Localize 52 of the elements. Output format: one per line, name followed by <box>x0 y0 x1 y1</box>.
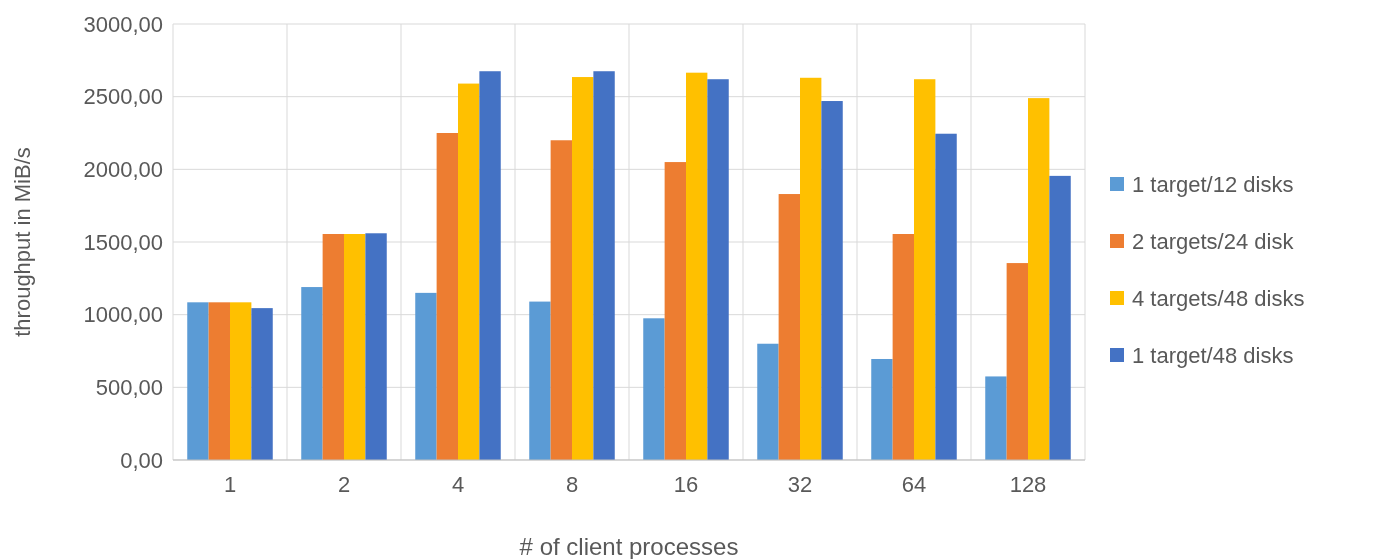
bar <box>344 234 366 460</box>
bar <box>985 376 1007 460</box>
x-tick-label: 2 <box>337 472 351 497</box>
bar <box>778 194 800 460</box>
bar <box>415 292 437 460</box>
bar <box>251 308 273 460</box>
bar <box>707 79 729 460</box>
bar <box>1006 263 1028 460</box>
legend-label: 1 target/48 disks <box>1132 342 1294 368</box>
x-tick-label: 16 <box>673 472 699 497</box>
bar <box>550 140 572 460</box>
bar <box>365 233 387 460</box>
y-tick-label: 2000,00 <box>83 157 163 183</box>
bar <box>821 101 843 460</box>
x-tick-label: 128 <box>1009 472 1047 497</box>
legend-label: 4 targets/48 disks <box>1132 285 1305 311</box>
bar <box>436 133 458 460</box>
bar <box>1028 98 1050 460</box>
y-tick-label: 500,00 <box>95 375 163 401</box>
x-tick-label: 1 <box>223 472 237 497</box>
bar <box>757 343 779 460</box>
x-tick-label: 64 <box>901 472 927 497</box>
y-tick-label: 2500,00 <box>83 84 163 110</box>
bar <box>643 318 665 460</box>
x-tick-label: 32 <box>787 472 813 497</box>
bar <box>301 287 323 460</box>
bar <box>935 133 957 460</box>
bar <box>1049 175 1071 460</box>
legend-label: 1 target/12 disks <box>1132 171 1294 197</box>
bar <box>458 83 480 460</box>
bar <box>892 234 914 460</box>
y-axis-title: throughput in MiB/s <box>10 147 35 337</box>
bar <box>572 77 594 460</box>
legend-label: 2 targets/24 disk <box>1132 228 1295 254</box>
bar <box>800 77 822 460</box>
bar <box>187 302 209 460</box>
x-tick-label: 4 <box>451 472 465 497</box>
bar <box>230 302 252 460</box>
bar <box>479 71 501 460</box>
bar <box>664 162 686 460</box>
y-tick-label: 1000,00 <box>83 302 163 328</box>
bar <box>208 302 230 460</box>
bar <box>593 71 615 460</box>
bar <box>914 79 936 460</box>
bar <box>686 72 708 460</box>
bar <box>529 301 551 460</box>
y-tick-label: 3000,00 <box>83 11 163 37</box>
bar <box>871 358 893 460</box>
y-tick-label: 1500,00 <box>83 229 163 255</box>
y-tick-label: 0,00 <box>120 447 163 473</box>
x-tick-label: 8 <box>565 472 579 497</box>
bar <box>322 234 344 460</box>
